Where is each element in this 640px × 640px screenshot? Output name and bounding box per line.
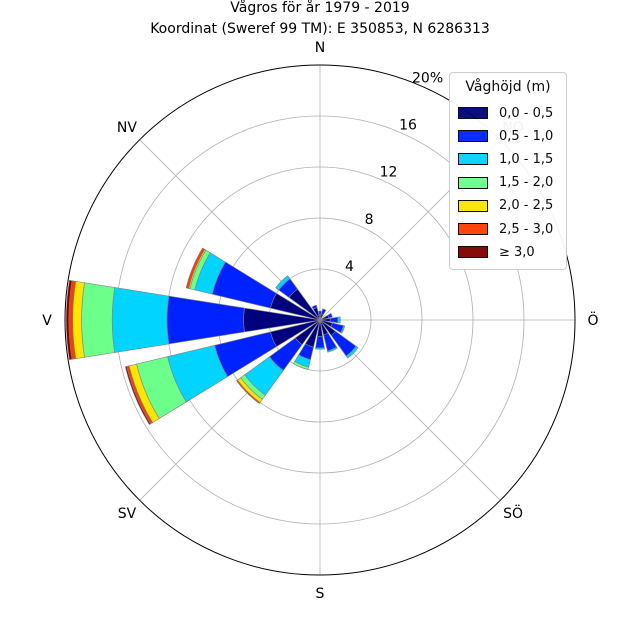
legend-entry: 0,0 - 0,5 [458, 105, 553, 121]
legend-entry: 1,5 - 2,0 [458, 175, 553, 191]
rose-bar-12-1 [166, 295, 245, 345]
legend-swatch [458, 107, 488, 119]
legend-label: 2,5 - 3,0 [499, 221, 554, 237]
legend-label: ≥ 3,0 [499, 244, 535, 260]
legend-swatch [458, 130, 488, 143]
rose-bar-4-2 [337, 316, 341, 324]
rose-bar-14-2 [275, 275, 291, 291]
chart-title: Vågros för år 1979 - 2019 [230, 0, 409, 16]
direction-label: N [315, 40, 325, 56]
radial-tick-label: 12 [380, 165, 398, 181]
rose-bar-5-2 [340, 325, 346, 334]
direction-label: Ö [587, 311, 598, 329]
legend-entry: 1,0 - 1,5 [458, 151, 553, 167]
rose-bar-3-1 [327, 312, 333, 319]
radial-tick-label: 16 [399, 118, 417, 134]
rose-bars [66, 247, 359, 426]
rose-bar-7-2 [327, 346, 338, 353]
direction-label: NV [117, 120, 137, 136]
legend-label: 0,0 - 0,5 [499, 105, 554, 121]
legend-label: 1,0 - 1,5 [499, 151, 554, 167]
legend-label: 2,0 - 2,5 [499, 198, 554, 214]
rose-bar-8-2 [315, 347, 325, 350]
legend-swatch [458, 153, 488, 166]
legend-label: 1,5 - 2,0 [499, 175, 554, 191]
legend-title: Våghöjd (m) [465, 79, 551, 95]
legend-swatch [458, 246, 488, 259]
direction-label: S [316, 586, 325, 602]
legend-entry: 0,5 - 1,0 [458, 128, 553, 144]
rose-bar-4-1 [329, 316, 339, 324]
rose-bar-12-6 [66, 279, 73, 361]
chart-subtitle: Koordinat (Sweref 99 TM): E 350853, N 62… [150, 21, 490, 37]
radial-tick-label: 20% [412, 70, 443, 86]
rose-bar-11-6 [124, 366, 151, 426]
rose-bar-13-5 [185, 247, 206, 289]
radial-tick-label: 4 [345, 259, 354, 275]
polar-frame [64, 64, 576, 576]
rose-bar-15-1 [311, 304, 318, 310]
rose-bar-1-1 [321, 308, 327, 315]
rose-bar-9-3 [292, 360, 310, 370]
legend-entry: 2,0 - 2,5 [458, 198, 553, 214]
rose-bar-12-3 [81, 282, 116, 358]
direction-label: SV [118, 506, 137, 522]
direction-label: SÖ [503, 504, 523, 522]
legend-swatch [458, 223, 488, 235]
rose-bar-12-2 [111, 287, 170, 353]
rose-bar-0-1 [318, 310, 322, 316]
legend-swatch [458, 199, 488, 212]
legend-entry: 2,5 - 3,0 [458, 221, 553, 237]
legend-label: 0,5 - 1,0 [499, 128, 554, 144]
radial-tick-label: 8 [365, 212, 374, 228]
direction-label: V [42, 313, 52, 329]
rose-bar-10-5 [236, 379, 261, 404]
legend: Våghöjd (m) 0,0 - 0,5 0,5 - 1,0 1,0 - 1,5 1… [449, 72, 567, 270]
rose-bar-6-2 [345, 345, 359, 359]
legend-entry: ≥ 3,0 [458, 244, 535, 260]
rose-bar-8-1 [315, 336, 325, 349]
legend-swatch [458, 176, 488, 189]
